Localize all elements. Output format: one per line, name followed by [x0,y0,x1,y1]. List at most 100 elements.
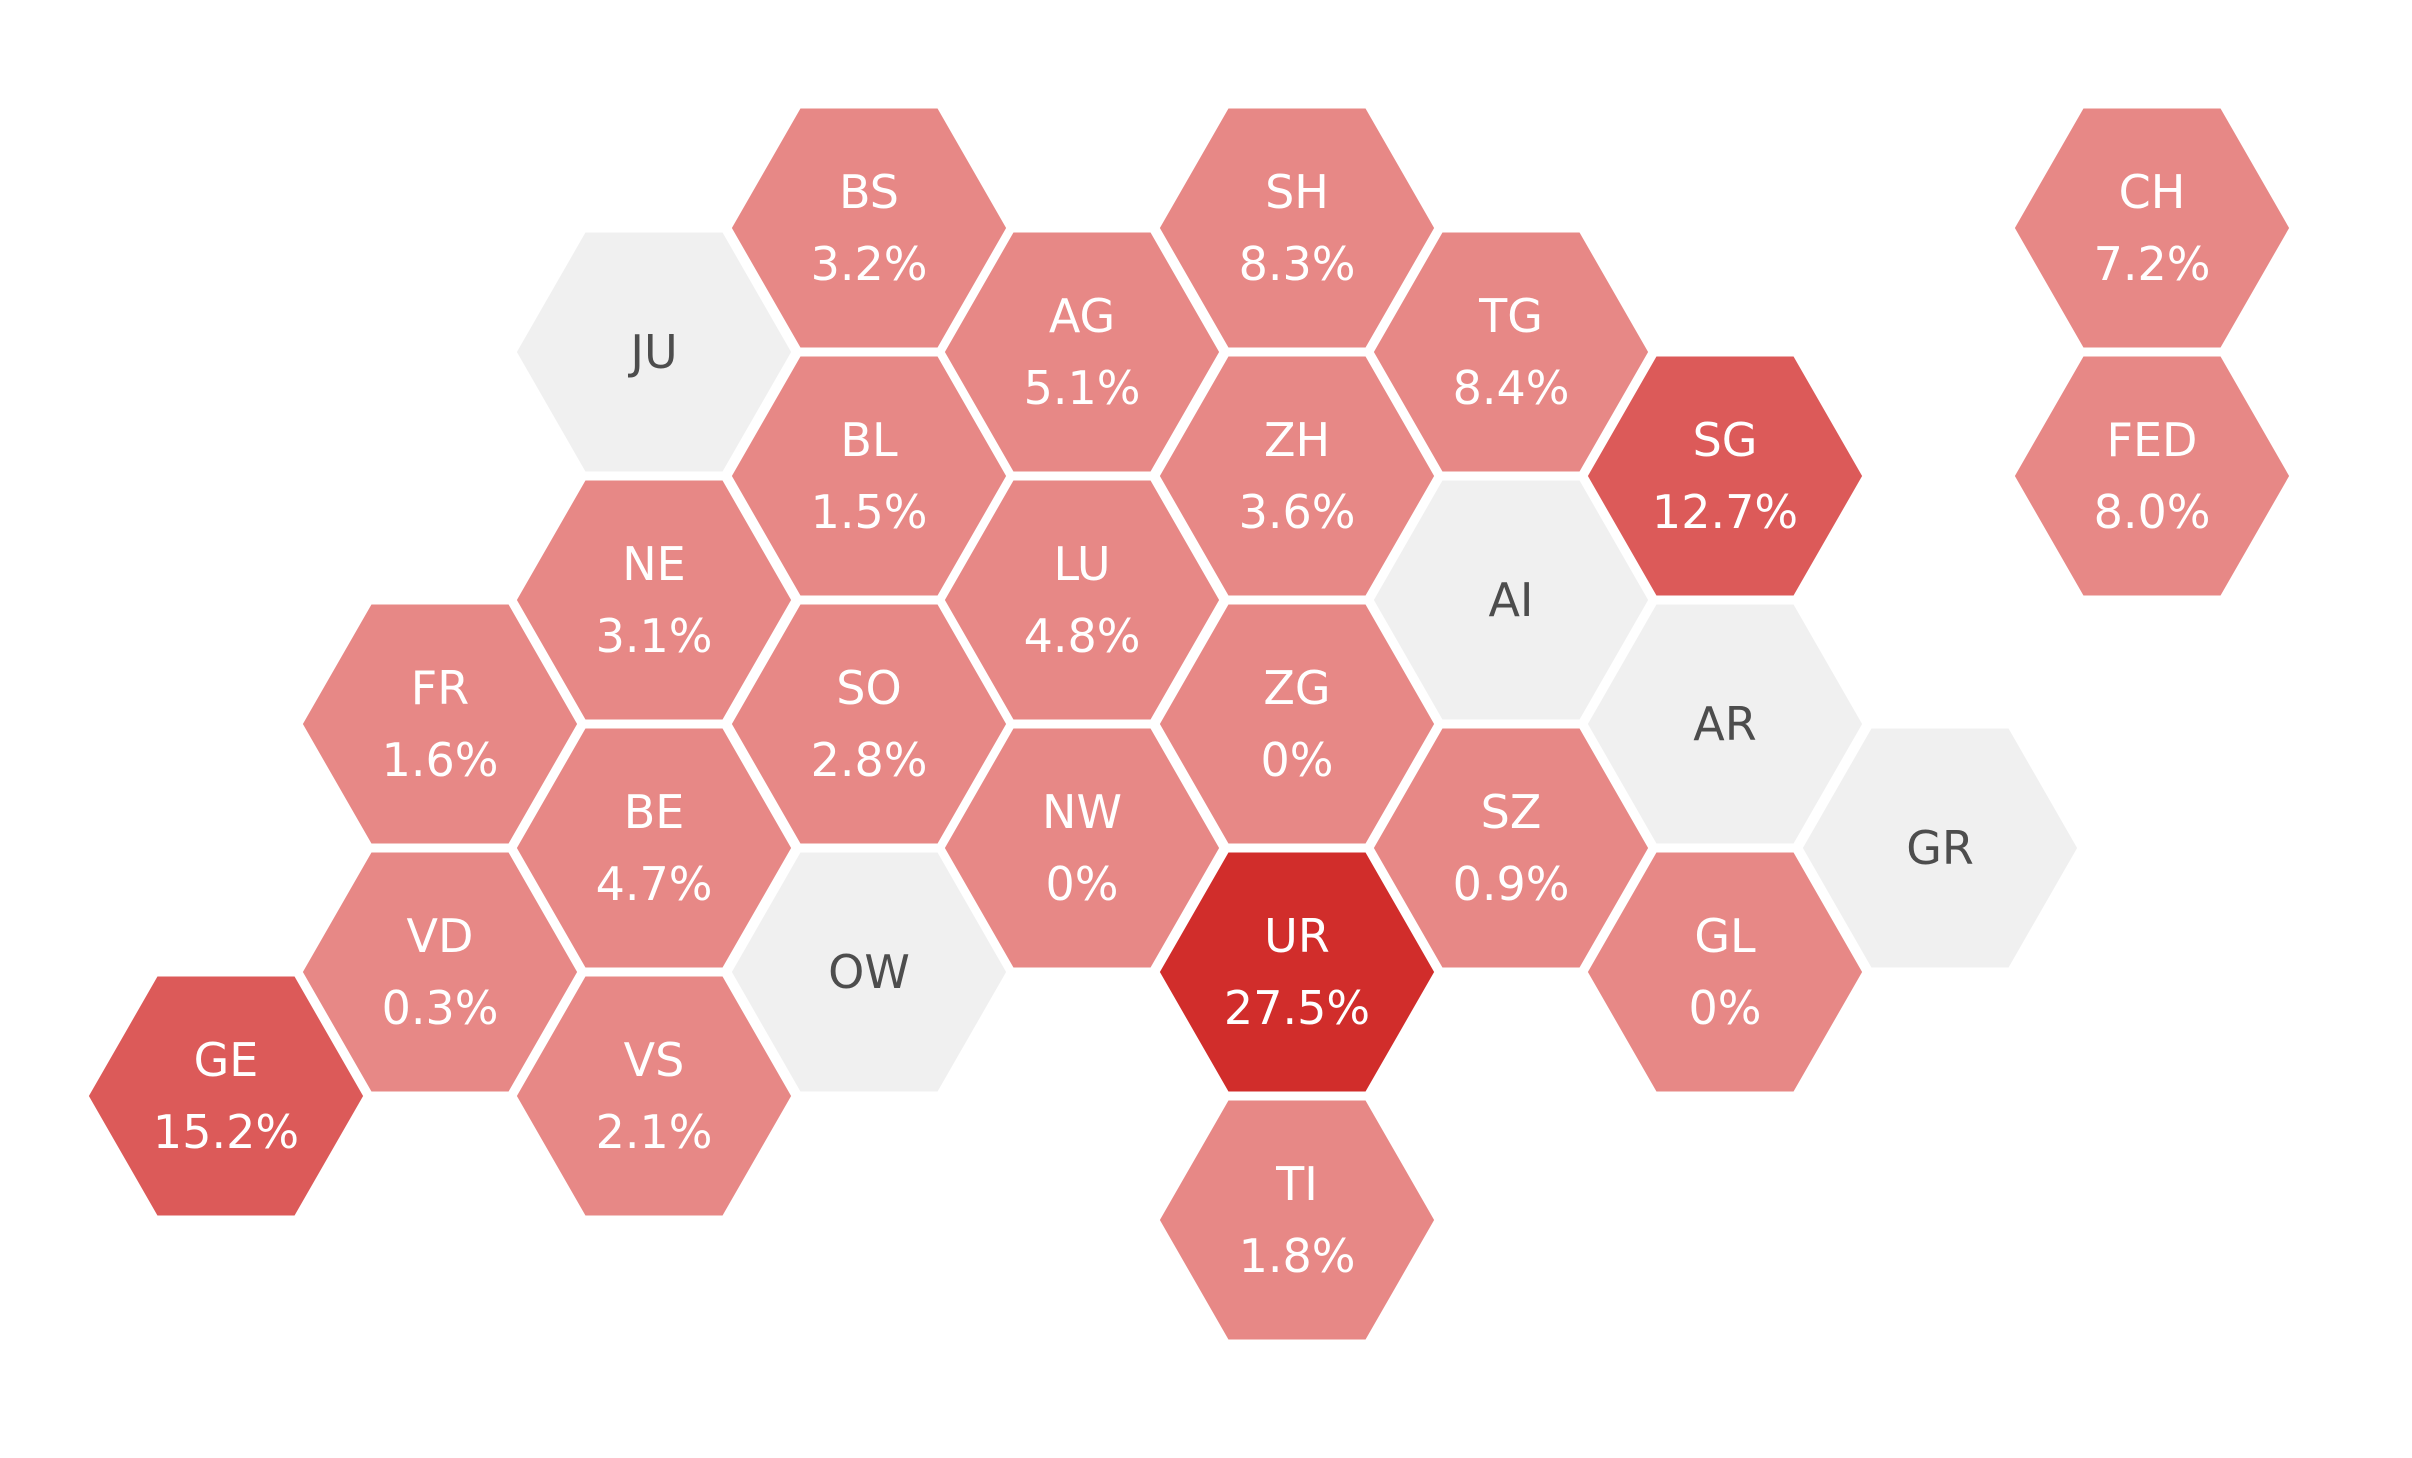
hex-code-label-fr: FR [411,661,469,715]
hex-code-label-ur: UR [1264,909,1330,963]
hex-code-label-lu: LU [1053,537,1110,591]
hex-tile-fed: FED 8.0% [2009,351,2295,601]
hex-shape-ur [1154,847,1440,1097]
hex-code-label-sh: SH [1265,165,1329,219]
hex-value-label-ag: 5.1% [1024,361,1141,415]
hex-value-label-ge: 15.2% [153,1105,299,1159]
hex-shape-gr [1797,723,2083,973]
hex-tile-vd: VD 0.3% [297,847,583,1097]
hex-code-label-gl: GL [1694,909,1756,963]
hex-tile-be: BE 4.7% [511,723,797,973]
hex-value-label-gl: 0% [1689,981,1762,1035]
hex-code-label-ar: AR [1693,697,1756,751]
hex-code-label-gr: GR [1906,821,1974,875]
hex-tile-lu: LU 4.8% [939,475,1225,725]
hex-shape-fr [297,599,583,849]
hex-shape-lu [939,475,1225,725]
hex-code-label-ow: OW [828,945,910,999]
hex-value-label-lu: 4.8% [1024,609,1141,663]
hex-shape-bs [726,103,1012,353]
hex-code-label-ag: AG [1049,289,1115,343]
hex-tile-sz: SZ 0.9% [1368,723,1654,973]
hex-shape-zh [1154,351,1440,601]
hex-value-label-bl: 1.5% [811,485,928,539]
hex-tile-ne: NE 3.1% [511,475,797,725]
hex-shape-sz [1368,723,1654,973]
hex-value-label-ur: 27.5% [1224,981,1370,1035]
hex-code-label-zh: ZH [1264,413,1330,467]
hex-tile-zh: ZH 3.6% [1154,351,1440,601]
hex-shape-ow [726,847,1012,1097]
hex-code-label-ti: TI [1275,1157,1318,1211]
hex-tile-gl: GL 0% [1582,847,1868,1097]
hex-code-label-be: BE [624,785,685,839]
hex-code-label-ch: CH [2119,165,2186,219]
hex-code-label-nw: NW [1042,785,1122,839]
hex-tile-ar: AR [1582,599,1868,849]
hex-tile-ur: UR 27.5% [1154,847,1440,1097]
hex-tile-zg: ZG 0% [1154,599,1440,849]
hex-value-label-sg: 12.7% [1652,485,1798,539]
hex-shape-ch [2009,103,2295,353]
hex-value-label-fed: 8.0% [2094,485,2211,539]
hex-shape-sh [1154,103,1440,353]
hex-value-label-zh: 3.6% [1239,485,1356,539]
hex-tile-bl: BL 1.5% [726,351,1012,601]
hex-code-label-bl: BL [840,413,898,467]
hex-shape-ar [1582,599,1868,849]
hex-value-label-be: 4.7% [596,857,713,911]
hex-tile-ai: AI [1368,475,1654,725]
hex-shape-ti [1154,1095,1440,1345]
hex-value-label-tg: 8.4% [1453,361,1570,415]
hex-tile-ow: OW [726,847,1012,1097]
hex-shape-fed [2009,351,2295,601]
hex-tile-sg: SG 12.7% [1582,351,1868,601]
hex-tile-ch: CH 7.2% [2009,103,2295,353]
hex-shape-gl [1582,847,1868,1097]
hex-tile-vs: VS 2.1% [511,971,797,1221]
hex-value-label-ne: 3.1% [596,609,713,663]
hex-value-label-vd: 0.3% [382,981,499,1035]
hex-shape-ne [511,475,797,725]
hex-code-label-sz: SZ [1481,785,1542,839]
hex-value-label-fr: 1.6% [382,733,499,787]
hex-code-label-ai: AI [1488,573,1533,627]
hex-tile-tg: TG 8.4% [1368,227,1654,477]
hex-shape-vs [511,971,797,1221]
hex-tile-so: SO 2.8% [726,599,1012,849]
hex-shape-ju [511,227,797,477]
hex-code-label-ge: GE [194,1033,259,1087]
hex-code-label-zg: ZG [1263,661,1330,715]
hex-shape-bl [726,351,1012,601]
hex-code-label-tg: TG [1478,289,1543,343]
hex-code-label-so: SO [836,661,901,715]
hex-code-label-sg: SG [1693,413,1758,467]
hex-code-label-ju: JU [627,325,677,379]
hex-code-label-fed: FED [2107,413,2198,467]
hex-tile-fr: FR 1.6% [297,599,583,849]
hex-shape-be [511,723,797,973]
hex-shape-ag [939,227,1225,477]
hex-shape-sg [1582,351,1868,601]
hex-value-label-bs: 3.2% [811,237,928,291]
hex-tile-sh: SH 8.3% [1154,103,1440,353]
hex-shape-ge [83,971,369,1221]
hex-value-label-sh: 8.3% [1239,237,1356,291]
hex-code-label-vd: VD [407,909,474,963]
hex-tile-ag: AG 5.1% [939,227,1225,477]
hex-tile-ju: JU [511,227,797,477]
hex-value-label-ch: 7.2% [2094,237,2211,291]
hex-value-label-vs: 2.1% [596,1105,713,1159]
hex-shape-tg [1368,227,1654,477]
hex-tile-bs: BS 3.2% [726,103,1012,353]
hex-value-label-zg: 0% [1261,733,1334,787]
hex-shape-ai [1368,475,1654,725]
hex-tile-ge: GE 15.2% [83,971,369,1221]
hex-shape-so [726,599,1012,849]
hex-code-label-vs: VS [624,1033,685,1087]
hex-code-label-ne: NE [622,537,685,591]
hex-value-label-so: 2.8% [811,733,928,787]
hex-tile-ti: TI 1.8% [1154,1095,1440,1345]
hex-value-label-nw: 0% [1046,857,1119,911]
